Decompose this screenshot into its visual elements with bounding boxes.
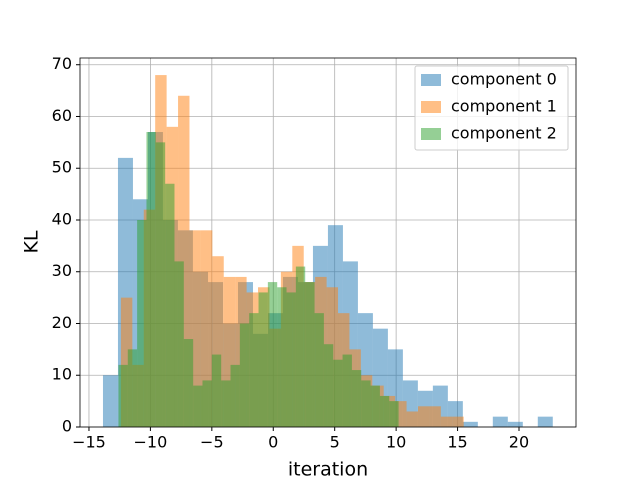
- y-tick-label: 40: [52, 209, 72, 228]
- bar: [137, 219, 147, 427]
- bar: [102, 375, 118, 427]
- legend-swatch: [421, 128, 441, 140]
- bar: [462, 421, 478, 427]
- bar: [165, 183, 175, 427]
- bar: [193, 385, 203, 427]
- bar: [389, 401, 399, 427]
- x-tick-label: 15: [447, 433, 467, 452]
- bar: [118, 364, 128, 427]
- y-tick-label: 30: [52, 261, 72, 280]
- y-tick-label: 70: [52, 54, 72, 73]
- bar: [379, 395, 390, 427]
- bar: [146, 132, 156, 427]
- bar: [286, 292, 296, 427]
- bar: [507, 421, 523, 427]
- bar: [395, 401, 407, 427]
- y-tick-label: 60: [52, 106, 72, 125]
- bar: [239, 323, 250, 427]
- bar: [295, 266, 306, 427]
- legend-swatch: [421, 101, 441, 113]
- bar: [333, 359, 343, 427]
- bar: [267, 282, 278, 427]
- bar: [249, 313, 259, 427]
- bar: [492, 416, 508, 427]
- plot-frame: [79, 57, 577, 428]
- bar: [183, 339, 194, 427]
- legend-box: [414, 65, 569, 151]
- bar: [221, 380, 231, 427]
- bar: [189, 230, 201, 427]
- y-axis-label: KL: [21, 230, 43, 253]
- legend-label: component 1: [451, 97, 557, 116]
- bar: [223, 276, 236, 427]
- x-axis-label: iteration: [288, 459, 368, 480]
- y-tick-label: 50: [52, 158, 72, 177]
- bar: [351, 370, 362, 427]
- bar: [212, 256, 224, 427]
- y-tick-label: 10: [52, 365, 72, 384]
- bar: [230, 364, 240, 427]
- x-tick-label: 10: [386, 433, 406, 452]
- bar: [537, 416, 553, 427]
- legend-label: component 0: [451, 70, 557, 89]
- bar: [370, 385, 380, 427]
- bar: [258, 292, 268, 427]
- x-tick-label: 20: [509, 433, 529, 452]
- bar: [174, 261, 184, 427]
- bar: [417, 406, 430, 427]
- bar: [323, 344, 334, 427]
- x-tick-label: 5: [330, 433, 340, 452]
- bar: [305, 282, 315, 427]
- x-tick-label: −15: [72, 433, 106, 452]
- legend-label: component 2: [451, 124, 557, 143]
- y-tick-label: 20: [52, 313, 72, 332]
- legend-swatch: [421, 74, 441, 86]
- y-tick-label: 0: [62, 417, 72, 436]
- bar: [211, 354, 222, 427]
- bar: [406, 411, 418, 427]
- bar: [155, 142, 166, 427]
- bar: [277, 287, 287, 427]
- x-tick-label: −10: [134, 433, 168, 452]
- x-tick-label: −5: [200, 433, 224, 452]
- bar: [452, 416, 464, 427]
- bar: [429, 406, 441, 427]
- bar: [202, 380, 212, 427]
- bar: [440, 416, 453, 427]
- bar: [127, 349, 138, 427]
- x-tick-label: 0: [268, 433, 278, 452]
- bar: [200, 230, 213, 427]
- bar: [342, 354, 352, 427]
- bar: [120, 297, 133, 427]
- bar: [314, 313, 324, 427]
- bar: [361, 380, 371, 427]
